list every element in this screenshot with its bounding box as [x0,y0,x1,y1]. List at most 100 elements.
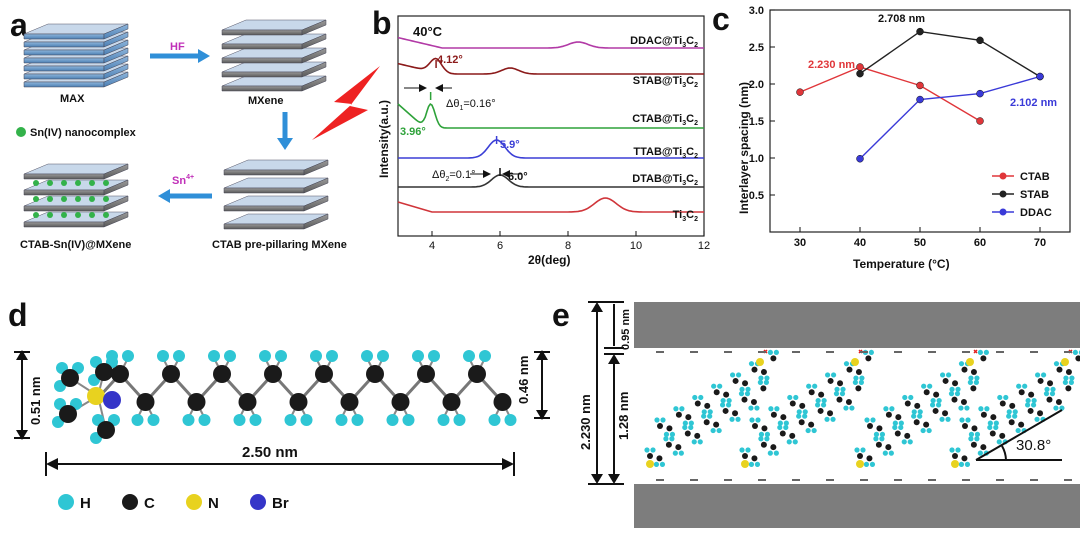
e-h-atom [917,409,923,415]
e-c-atom [761,425,768,432]
e-h-atom [701,413,707,419]
e-c-atom [1018,389,1025,396]
e-h-atom [959,417,965,423]
e-h-atom [726,397,732,404]
legend-atom-n-icon [186,494,202,510]
point-ctab [916,81,924,90]
e-h-atom [864,417,870,423]
e-h-atom [860,447,866,453]
e-h-atom [968,431,975,437]
dim-2230-bar [588,301,606,485]
e-h-atom [911,413,917,419]
xrd-tick-label: 4 [429,240,435,252]
atom-legend: H C N Br [58,494,289,512]
e-h-atom [967,379,973,386]
e-c-atom [741,396,748,403]
e-c-atom [770,355,777,362]
e-h-atom [898,424,904,431]
e-h-atom [739,386,745,392]
slab-side [103,23,129,40]
e-h-atom [824,372,831,378]
e-c-atom [685,414,692,421]
slab-front [223,169,305,176]
e-h-atom [870,417,876,423]
c-atom [264,365,282,383]
sn-sphere [75,180,81,186]
c-atom [391,393,410,411]
e-h-atom [802,409,808,415]
panel-b: b 40°C DDAC@Ti3C2 STAB@Ti3C2 CTAB@Ti3C2 TTA… [372,5,710,267]
e-c-atom [923,421,930,428]
e-h-atom [774,406,780,412]
e-h-atom [660,417,666,423]
h-atom [326,350,338,362]
e-c-atom [779,430,786,437]
e-h-atom [650,447,656,453]
xrd-xticks: 4 6 8 10 12 [429,231,710,252]
e-h-atom [907,439,913,445]
e-h-atom [1050,386,1056,392]
e-c-atom [960,399,967,406]
slab-front [223,187,305,194]
h-atom [259,350,271,362]
c-ytick-label: 2.0 [749,79,764,91]
e-c-atom [656,455,663,462]
e-h-atom [974,436,980,442]
h-atom [310,350,322,362]
e-c-atom [980,444,987,451]
e-h-atom [1024,402,1031,408]
dim-051-label: 0.51 nm [28,377,43,425]
e-c-atom [684,430,691,437]
e-h-atom [973,379,979,386]
ann-396: 3.96° [400,126,426,138]
dim-095-bar [604,301,624,349]
c-atom [111,365,129,383]
h-atom [402,414,415,426]
e-c-atom [760,385,767,392]
slab-front [223,205,305,212]
slab-side [301,19,327,36]
xrd-tick-label: 6 [497,240,503,252]
n-atom [87,387,105,405]
e-h-atom [787,394,793,401]
e-c-atom [818,391,825,398]
e-h-atom [879,436,885,442]
legend-atom-c-icon [122,494,138,510]
h-atom [224,350,236,362]
slab-side [103,39,129,56]
slab-front [223,223,305,230]
e-h-atom [898,420,904,426]
panel-d: d 0.51 nm 0.46 nm 2.50 nm H C N Br [8,297,550,512]
e-n-atom [741,460,749,468]
sn-sphere [47,212,53,218]
e-h-atom [767,349,773,356]
e-h-atom [1049,391,1056,397]
e-h-atom [754,461,761,467]
slab-front [221,43,303,50]
legend-atom-label: N [208,495,219,512]
e-h-atom [1006,409,1012,415]
ann-412: 4.12° [437,54,463,66]
xrd-trace-label: CTAB@Ti3C2 [632,113,698,127]
e-h-atom [792,439,798,445]
down-arrowhead-icon [277,138,293,150]
slab-side [301,75,327,92]
e-c-atom [827,377,834,384]
point-ctab [796,88,804,96]
e-h-atom [839,391,846,397]
h-atom [437,414,450,426]
sn-sphere [61,180,67,186]
c-atom [468,365,486,383]
c-ytick-label: 0.5 [749,190,764,202]
e-h-atom [889,406,895,412]
e-h-atom [927,383,933,389]
c-atom [340,393,359,411]
angle-lines [975,409,1063,461]
e-h-atom [958,405,964,411]
e-h-atom [786,439,792,445]
dim-046-label: 0.46 nm [516,356,531,404]
sn-sphere [61,212,67,218]
slab-side [301,61,327,78]
e-h-atom [1053,405,1059,411]
e-h-atom [977,450,983,456]
